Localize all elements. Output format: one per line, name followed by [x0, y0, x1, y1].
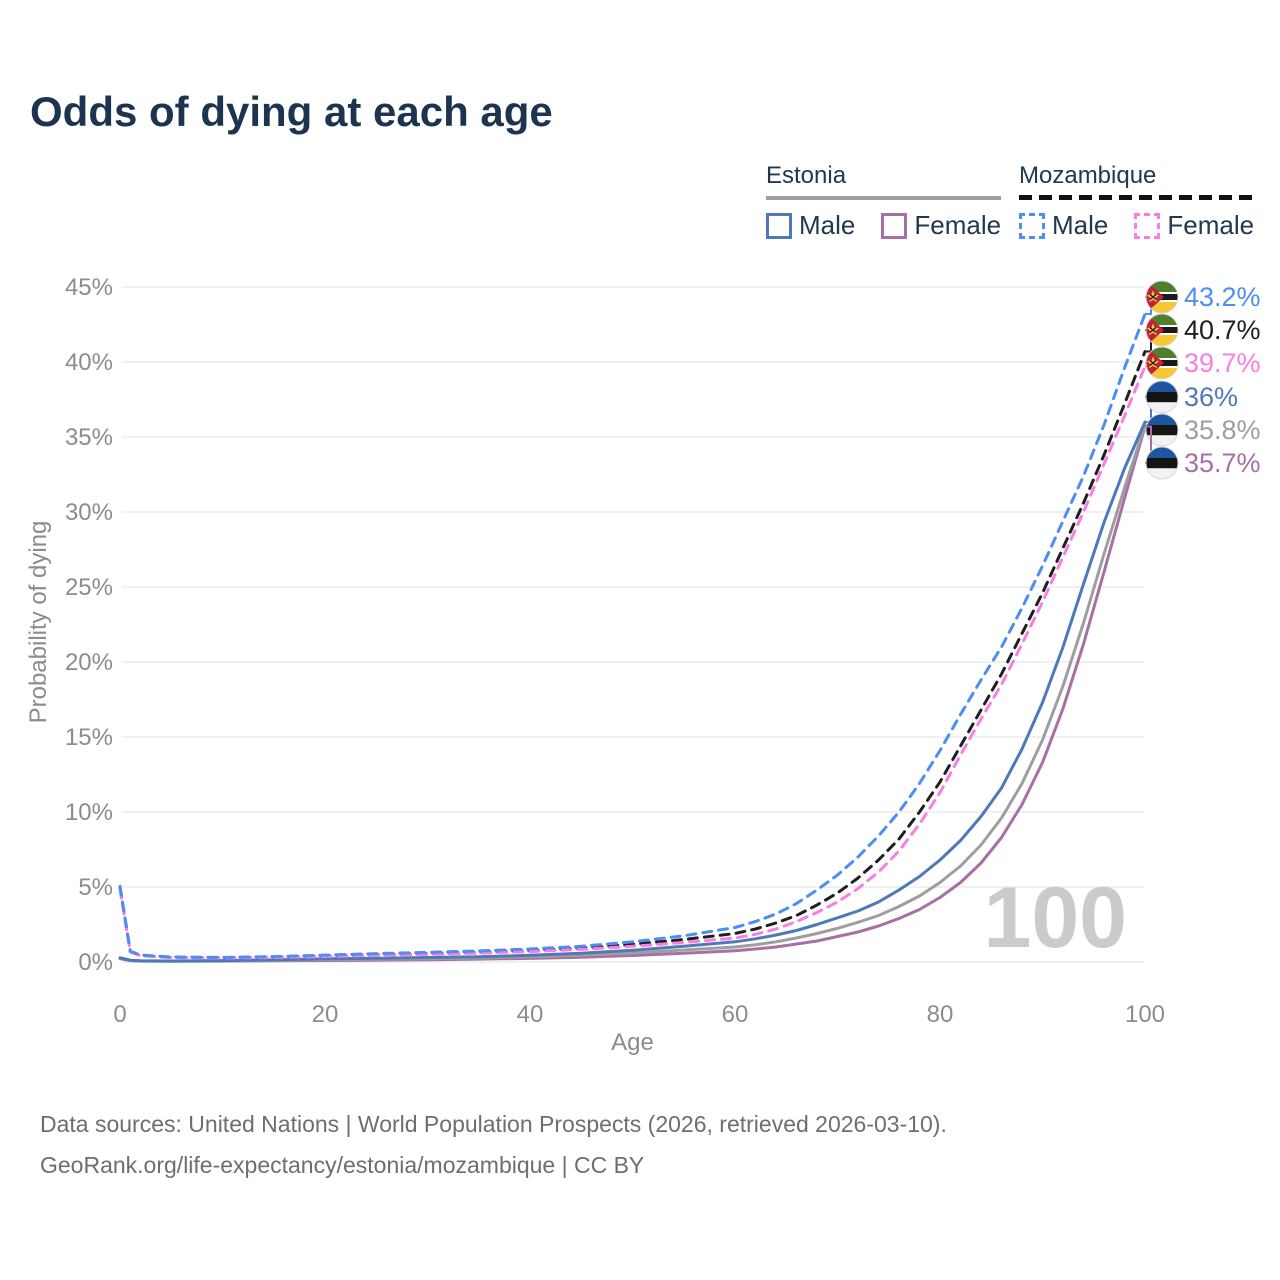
y-tick-label: 45% — [65, 274, 113, 301]
y-axis-label: Probability of dying — [25, 521, 52, 724]
legend-estonia-female-label: Female — [914, 210, 1002, 240]
data-sources-line: Data sources: United Nations | World Pop… — [40, 1111, 947, 1137]
page-title: Odds of dying at each age — [30, 88, 553, 135]
end-label-moz_male: 43.2% — [1184, 282, 1261, 312]
y-tick-label: 15% — [65, 724, 113, 751]
legend-mozambique-header: Mozambique — [1019, 162, 1157, 189]
end-label-est_male: 36% — [1184, 382, 1238, 412]
legend-mozambique-female-label: Female — [1167, 210, 1255, 240]
footer: Data sources: United Nations | World Pop… — [40, 1104, 947, 1186]
series-line-moz_male — [118, 312, 1147, 959]
estonia-flag-icon — [1146, 414, 1178, 446]
series-line-moz_total — [118, 350, 1147, 960]
estonia-male-swatch-icon[interactable] — [766, 212, 792, 239]
end-label-est_total: 35.8% — [1184, 415, 1261, 445]
y-tick-label: 35% — [65, 424, 113, 451]
mozambique-line-swatch — [1019, 195, 1255, 200]
mozambique-flag-icon — [1146, 281, 1178, 313]
y-tick-label: 20% — [65, 649, 113, 676]
legend-mozambique: Mozambique Male Female — [1019, 162, 1255, 241]
age-marker-watermark: 100 — [984, 870, 1128, 966]
x-axis-label: Age — [611, 1029, 654, 1056]
x-tick-label: 0 — [113, 1001, 126, 1028]
end-label-moz_female: 39.7% — [1184, 348, 1261, 378]
y-tick-label: 10% — [65, 799, 113, 826]
legend-estonia-male[interactable]: Male — [766, 210, 855, 241]
x-tick-label: 20 — [312, 1001, 339, 1028]
legend-mozambique-female[interactable]: Female — [1134, 210, 1254, 241]
end-label-moz_total: 40.7% — [1184, 315, 1261, 345]
x-tick-label: 60 — [722, 1001, 749, 1028]
x-tick-label: 80 — [927, 1001, 954, 1028]
y-tick-label: 5% — [78, 874, 113, 901]
x-tick-label: 40 — [517, 1001, 544, 1028]
estonia-female-swatch-icon[interactable] — [881, 212, 908, 239]
x-tick-label: 100 — [1125, 1001, 1165, 1028]
y-tick-label: 25% — [65, 574, 113, 601]
series-line-est_male — [118, 420, 1147, 963]
mozambique-flag-icon — [1146, 314, 1178, 346]
end-label-est_female: 35.7% — [1184, 448, 1261, 478]
legend-estonia-male-label: Male — [799, 210, 856, 240]
legend-estonia: Estonia Male Female — [766, 162, 1002, 241]
legend-estonia-header: Estonia — [766, 162, 847, 189]
y-tick-label: 30% — [65, 499, 113, 526]
attribution-line: GeoRank.org/life-expectancy/estonia/moza… — [40, 1152, 645, 1178]
mozambique-flag-icon — [1146, 347, 1178, 379]
mozambique-female-swatch-icon[interactable] — [1134, 212, 1161, 239]
legend-mozambique-male[interactable]: Male — [1019, 210, 1108, 241]
legend-estonia-female[interactable]: Female — [881, 210, 1001, 241]
mozambique-male-swatch-icon[interactable] — [1019, 212, 1045, 239]
legend-mozambique-male-label: Male — [1052, 210, 1109, 240]
estonia-flag-icon — [1146, 381, 1178, 413]
y-tick-label: 0% — [78, 949, 113, 976]
y-tick-label: 40% — [65, 349, 113, 376]
estonia-line-swatch — [766, 196, 1002, 200]
estonia-flag-icon — [1146, 447, 1178, 479]
